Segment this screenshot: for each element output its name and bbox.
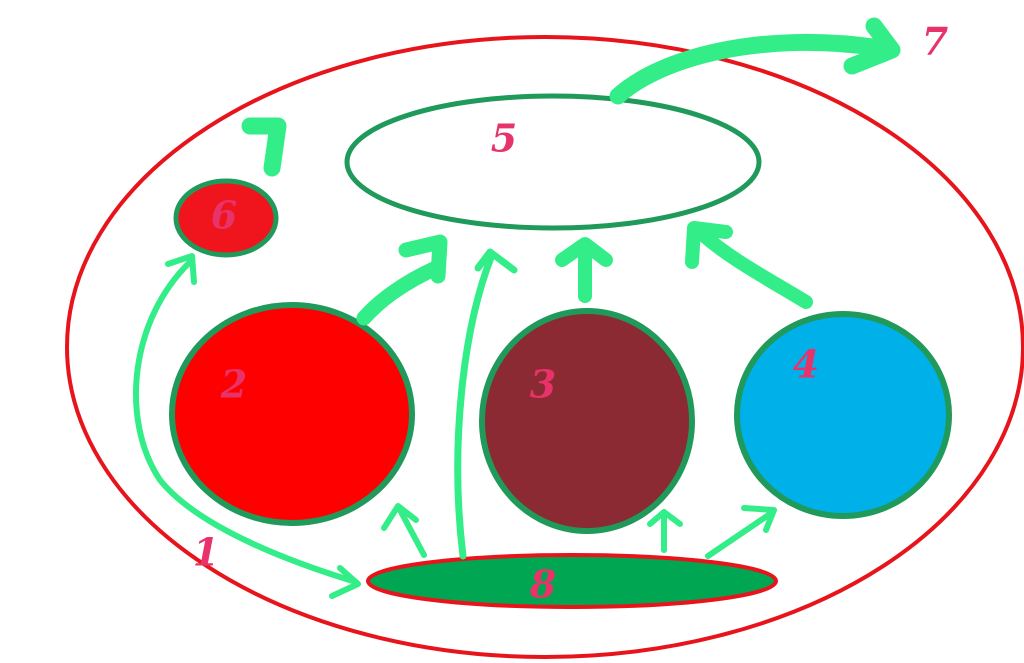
- arrowhead-into-8: [329, 565, 361, 599]
- arrowhead-3-to-5: [555, 237, 613, 267]
- label-1: 1: [193, 530, 219, 575]
- label-3: 3: [530, 362, 556, 407]
- label-5: 5: [491, 116, 517, 161]
- arrowhead-8-to-2: [381, 503, 419, 531]
- arrow-8-to-4: [705, 511, 773, 559]
- arrowhead-8-to-4: [741, 505, 777, 533]
- label-8: 8: [529, 562, 556, 607]
- arrowhead-2-to-5: [398, 234, 448, 284]
- circle-6: [173, 178, 279, 258]
- arrow-8-to-6: [133, 259, 359, 585]
- arrowhead-8-to-5: [474, 248, 518, 274]
- circle-4: [734, 311, 952, 519]
- label-4: 4: [793, 342, 819, 387]
- label-6: 6: [211, 193, 237, 238]
- arrowhead-4-to-5: [685, 221, 733, 269]
- arrow-5-to-7: [609, 33, 889, 105]
- arrowhead-8-to-6: [165, 253, 197, 285]
- outer-ellipse-1: [65, 35, 1024, 659]
- arrowhead-8-to-3: [647, 509, 683, 527]
- ellipse-8: [366, 553, 778, 609]
- arrow-2-to-5: [356, 260, 444, 326]
- arrow-4-to-5: [693, 225, 813, 309]
- label-2: 2: [220, 362, 247, 407]
- circle-2: [169, 302, 415, 526]
- arrow-8-to-2: [397, 507, 427, 558]
- circle-3: [479, 308, 695, 534]
- arrows-group: [133, 17, 901, 599]
- arrowhead-7: [843, 17, 901, 75]
- label-7: 7: [922, 19, 948, 64]
- arrow-6-hook: [241, 117, 287, 177]
- arrow-8-to-5: [454, 251, 496, 560]
- ellipse-5: [344, 93, 762, 231]
